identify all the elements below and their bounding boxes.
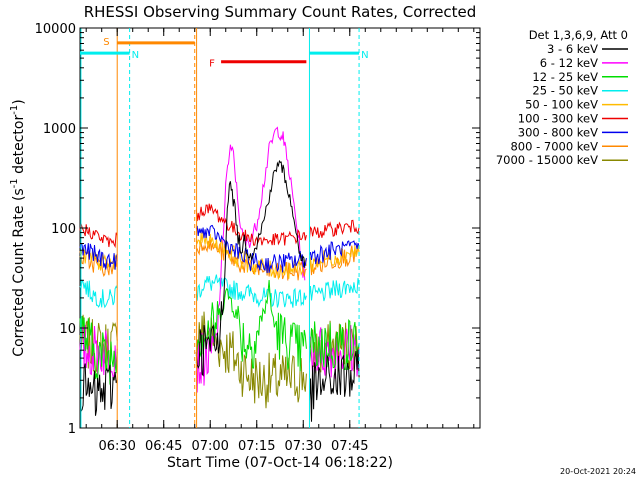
x-tick-label: 06:45 <box>145 439 182 454</box>
y-tick-label: 100 <box>51 222 76 237</box>
series-line <box>79 363 118 416</box>
flag-layer: S N N F <box>80 28 369 428</box>
y-tick-label: 10 <box>59 322 76 337</box>
y-axis-label-main: Corrected Count Rate (s <box>11 188 27 356</box>
flag-label: F <box>209 59 215 70</box>
x-axis-ticks: 06:30 06:45 07:00 07:15 07:30 07:45 <box>85 28 475 454</box>
series-line <box>309 278 360 302</box>
series-line <box>79 223 118 249</box>
series-line <box>195 224 307 274</box>
y-tick-label: 10000 <box>35 22 76 37</box>
legend-entry-label: 7000 - 15000 keV <box>496 153 598 167</box>
x-tick-label: 07:15 <box>238 439 275 454</box>
legend-entry-label: 6 - 12 keV <box>540 56 598 70</box>
series-line <box>79 314 118 374</box>
series-line <box>79 315 118 385</box>
legend-entry-label: 3 - 6 keV <box>547 42 598 56</box>
legend-title: Det 1,3,6,9, Att 0 <box>529 28 628 42</box>
series-line <box>195 274 307 308</box>
y-axis-label: Corrected Count Rate (s-1 detector-1) <box>9 99 27 356</box>
y-axis-ticks: 1 10 100 1000 10000 <box>35 22 480 437</box>
legend-entry-label: 300 - 800 keV <box>518 125 598 139</box>
series-line <box>309 349 360 422</box>
legend-entry-label: 100 - 300 keV <box>518 112 598 126</box>
series-line <box>309 325 360 379</box>
series-line <box>79 324 118 379</box>
series-line <box>195 159 306 377</box>
series-line <box>309 219 360 239</box>
plot-area: SN NF 06:30 06:45 07:00 07:15 07:30 07:45 1101… <box>35 22 481 454</box>
legend-entry-label: 50 - 100 keV <box>525 98 598 112</box>
y-axis-label-exp1: -1 <box>9 178 20 188</box>
legend-entry-label: 25 - 50 keV <box>532 84 598 98</box>
series-line <box>309 245 360 272</box>
series-line <box>79 243 118 270</box>
footer-date: 20-Oct-2021 20:24 <box>560 467 636 476</box>
y-tick-label: 1 <box>68 422 76 437</box>
x-tick-label: 07:45 <box>331 439 368 454</box>
series-line <box>309 319 360 371</box>
y-axis-label-exp2: -1 <box>9 105 20 115</box>
y-axis-label-end: ) <box>11 99 27 104</box>
flag-label: N <box>132 50 139 61</box>
x-tick-label: 07:00 <box>191 439 228 454</box>
y-tick-label: 1000 <box>43 122 76 137</box>
x-tick-label: 07:30 <box>285 439 322 454</box>
series-layer <box>79 126 360 422</box>
x-tick-label: 06:30 <box>98 439 135 454</box>
legend-entry-label: 800 - 7000 keV <box>510 139 598 153</box>
series-line <box>309 240 360 265</box>
y-axis-label-mid: detector <box>11 115 27 179</box>
flag-label: S <box>103 37 109 48</box>
chart-title: RHESSI Observing Summary Count Rates, Co… <box>84 3 477 21</box>
flag-label: N <box>361 50 368 61</box>
series-line <box>79 279 118 309</box>
series-line <box>195 203 307 246</box>
x-axis-label: Start Time (07-Oct-14 06:18:22) <box>167 455 393 471</box>
legend-entry-label: 12 - 25 keV <box>532 70 598 84</box>
